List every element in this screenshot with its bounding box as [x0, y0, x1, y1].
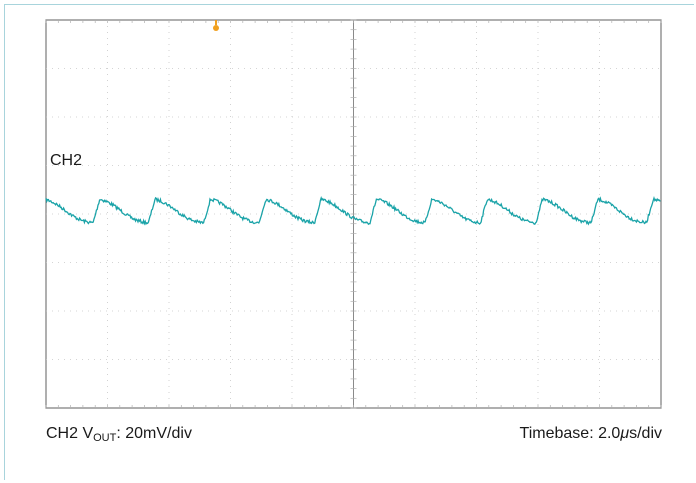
vertical-scale-subscript: OUT — [93, 432, 117, 444]
channel-label: CH2 — [50, 152, 83, 169]
timebase-suffix: s/div — [629, 425, 662, 442]
trigger-marker-dot — [213, 25, 219, 31]
timebase-unit-symbol: μ — [620, 425, 630, 442]
outer-frame — [4, 4, 694, 480]
ch2-waveform-trace — [45, 195, 661, 226]
center-axis-ticks — [45, 19, 662, 409]
timebase-label: Timebase: 2.0μs/div — [520, 425, 662, 443]
timebase-prefix: Timebase: 2.0 — [519, 425, 621, 442]
vertical-scale-prefix: CH2 V — [46, 425, 94, 442]
vertical-scale-suffix: : 20mV/div — [116, 425, 192, 442]
trigger-marker — [213, 20, 219, 31]
vertical-scale-label: CH2 VOUT: 20mV/div — [46, 425, 192, 444]
